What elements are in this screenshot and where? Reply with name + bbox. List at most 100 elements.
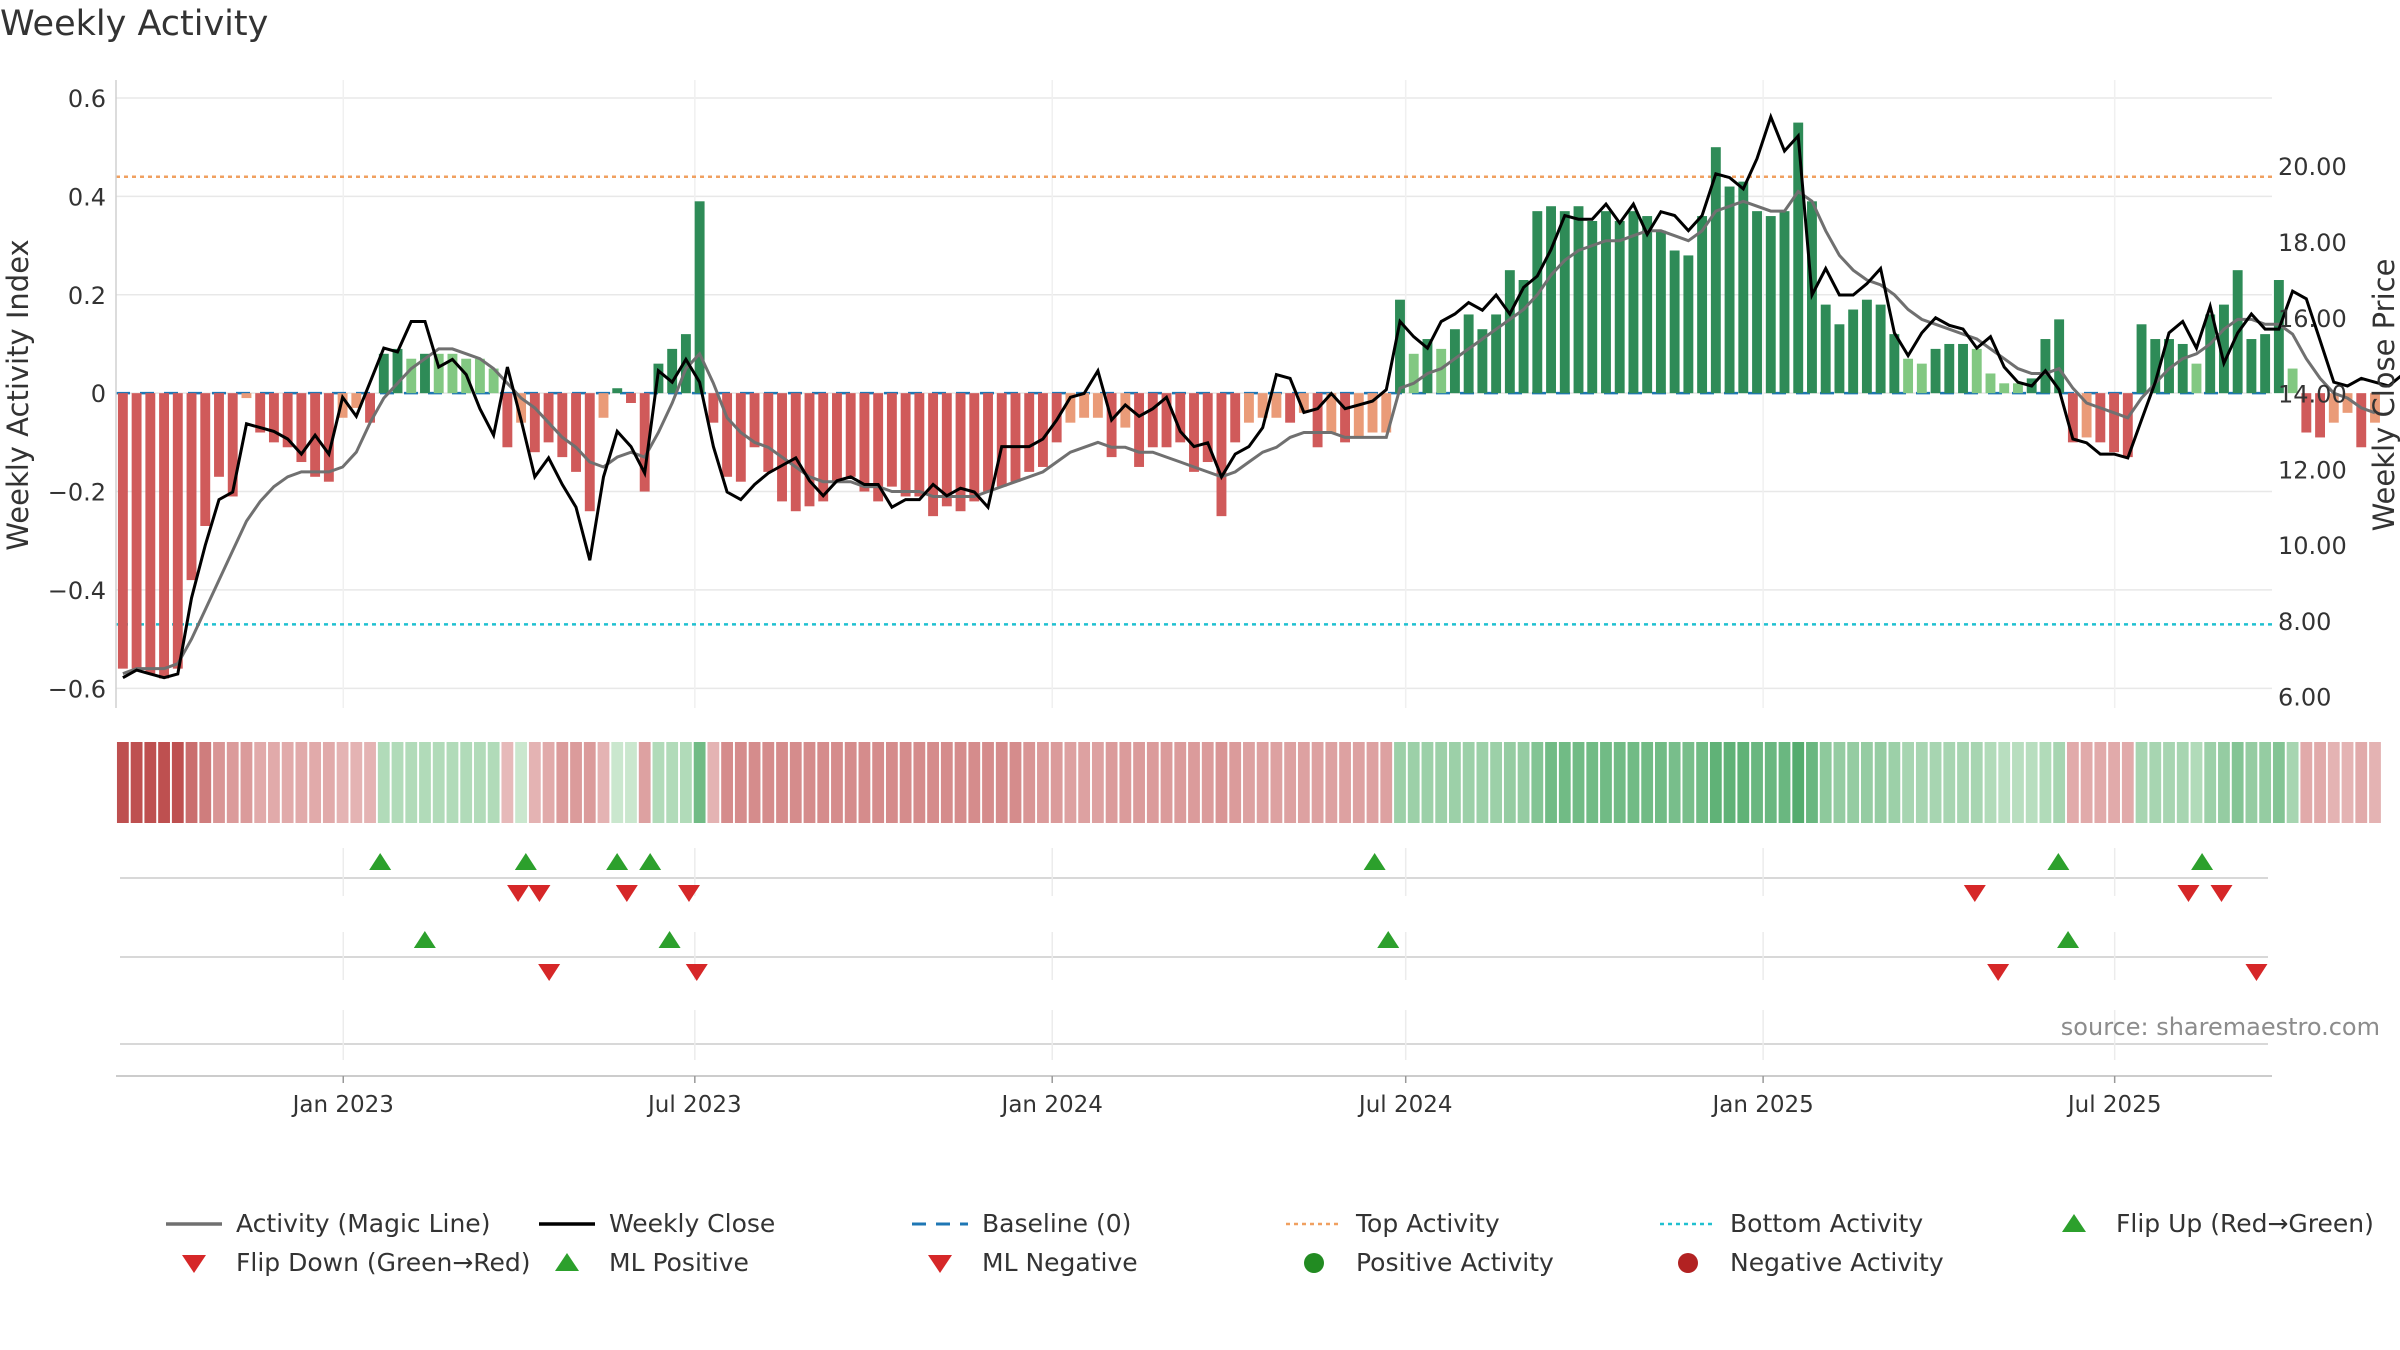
activity-bar [1848,309,1859,394]
x-tick-label: Jul 2025 [2066,1092,2162,1118]
activity-bar [1793,122,1804,394]
activity-bar [790,393,801,512]
activity-bar [529,393,540,453]
heat-strip-cell [2300,742,2313,823]
activity-bar [1697,216,1708,394]
heat-strip-cell [1915,742,1928,823]
activity-bar [571,393,581,472]
activity-bar [2218,304,2229,394]
flip-down-marker [615,885,638,902]
heat-strip-cell [2314,742,2326,823]
activity-bar [502,393,513,448]
heat-strip-cell [254,742,267,823]
y-left-tick-label: 0.6 [68,85,106,113]
activity-bar [1312,393,1323,448]
activity-bar [268,393,279,443]
activity-bar [1134,393,1145,467]
heat-strip-cell [2025,742,2038,823]
activity-bar [1024,393,1035,472]
activity-bar [131,393,142,669]
heat-strip-cell [1613,742,1626,823]
heat-strip-cell [1902,742,1914,823]
activity-bar [914,393,925,497]
activity-bar [2191,363,2202,394]
heat-strip-cell [1847,742,1860,823]
activity-bar [1532,211,1543,394]
activity-bar [735,393,746,482]
heat-strip-cell [171,742,184,823]
heat-strip-cell [1064,742,1077,823]
heat-strip-cell [734,742,747,823]
heat-strip-cell [1037,742,1049,823]
flip-up-marker [1363,853,1386,870]
ml-positive-marker [1377,931,1400,948]
ml-negative-marker [685,964,708,981]
heat-strip-cell [1764,742,1777,823]
heat-strip-cell [2190,742,2203,823]
activity-bar [214,393,224,477]
heat-strip-cell [1462,742,1475,823]
activity-bar [2356,393,2367,448]
heat-strip-cell [1503,742,1516,823]
heat-strip-cell [762,742,775,823]
heat-strip-cell [1929,742,1942,823]
heat-strip [116,742,2381,823]
heat-strip-cell [1325,742,1338,823]
activity-bar [928,393,939,517]
heat-strip-cell [679,742,692,823]
activity-bar [2342,393,2353,413]
activity-bar [1202,393,1213,463]
activity-bar [1422,339,1433,394]
activity-bar [2054,319,2065,394]
heat-strip-cell [2135,742,2148,823]
activity-bar [1738,181,1749,394]
heat-strip-cell [542,742,555,823]
heat-strip-cell [803,742,816,823]
heat-strip-cell [350,742,363,823]
heat-strip-cell [2231,742,2244,823]
flip-up-marker [2047,853,2070,870]
activity-bar [1065,393,1076,423]
heat-strip-cell [776,742,788,823]
activity-bar [1395,299,1405,394]
heat-strip-cell [2218,742,2230,823]
heat-strip-cell [1490,742,1503,823]
heat-strip-cell [1819,742,1832,823]
y-left-tick-label: −0.4 [48,577,106,605]
activity-bar [1669,250,1680,394]
ml-positive-marker [658,931,681,948]
heat-strip-cell [528,742,541,823]
heat-strip-cell [501,742,514,823]
heat-strip-cell [652,742,665,823]
heat-strip-cell [1311,742,1324,823]
activity-bar [1340,393,1351,443]
heat-strip-cell [1709,742,1722,823]
activity-bar [1642,216,1653,394]
heat-strip-cell [1888,742,1901,823]
activity-bar [1175,393,1186,443]
activity-bar [1189,393,1199,472]
heat-strip-cell [226,742,239,823]
y-right-tick-label: 16.00 [2278,305,2347,333]
activity-bar [1230,393,1241,443]
activity-bar [474,358,485,394]
heat-strip-cell [1696,742,1709,823]
heat-strip-cell [213,742,225,823]
y-right-axis-title: Weekly Close Price [2367,259,2400,532]
heat-strip-cell [1627,742,1640,823]
heat-strip-cell [1174,742,1187,823]
activity-bar [1875,304,1886,394]
activity-bar [2081,393,2092,438]
activity-bar [1120,393,1131,428]
heat-strip-cell [322,742,335,823]
heat-strip-cell [185,742,198,823]
heat-strip-cell [2176,742,2189,823]
activity-bar [777,393,787,502]
ml-negative-marker [2245,964,2268,981]
heat-strip-cell [556,742,569,823]
activity-bar [1861,299,1872,394]
flip-down-marker [2177,885,2200,902]
heat-strip-cell [2149,742,2162,823]
activity-bar [1504,270,1515,394]
heat-strip-cell [583,742,596,823]
